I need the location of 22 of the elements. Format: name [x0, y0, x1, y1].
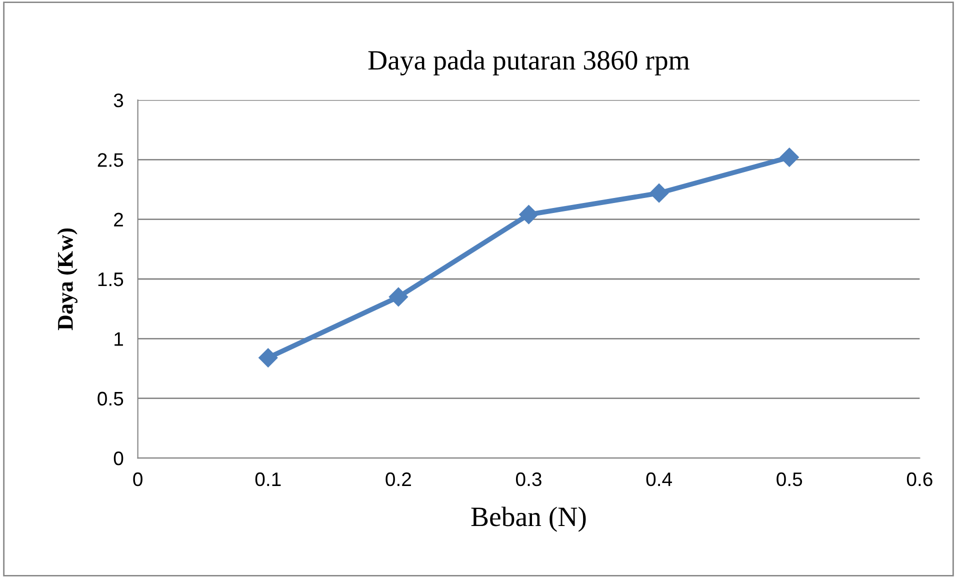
chart-title: Daya pada putaran 3860 rpm: [368, 50, 690, 76]
point: [388, 287, 408, 306]
x-tick-label: 0.2: [386, 472, 411, 486]
point: [650, 184, 669, 203]
x-tick-label: 0.5: [776, 472, 802, 486]
y-tick-label: 3: [114, 93, 124, 108]
x-tick-label: 0.3: [516, 472, 542, 486]
y-tick-label: 2.5: [98, 153, 124, 167]
point: [258, 348, 278, 368]
y-tick-label: 0: [114, 451, 124, 466]
x-tick-label: 0.1: [255, 472, 281, 486]
y-tick-label: 0.5: [98, 392, 124, 406]
x-tick-label: 0.6: [906, 472, 932, 486]
y-axis-title: Daya (Kw): [57, 228, 78, 330]
y-tick-label: 1.5: [98, 272, 124, 286]
x-tick-label: 0: [133, 472, 142, 486]
x-axis-title: Beban (N): [471, 506, 586, 532]
x-tick-label: 0.4: [646, 472, 672, 486]
y-tick-label: 2: [114, 212, 123, 226]
point: [519, 205, 538, 224]
point: [780, 148, 799, 167]
y-tick-label: 1: [114, 332, 123, 346]
